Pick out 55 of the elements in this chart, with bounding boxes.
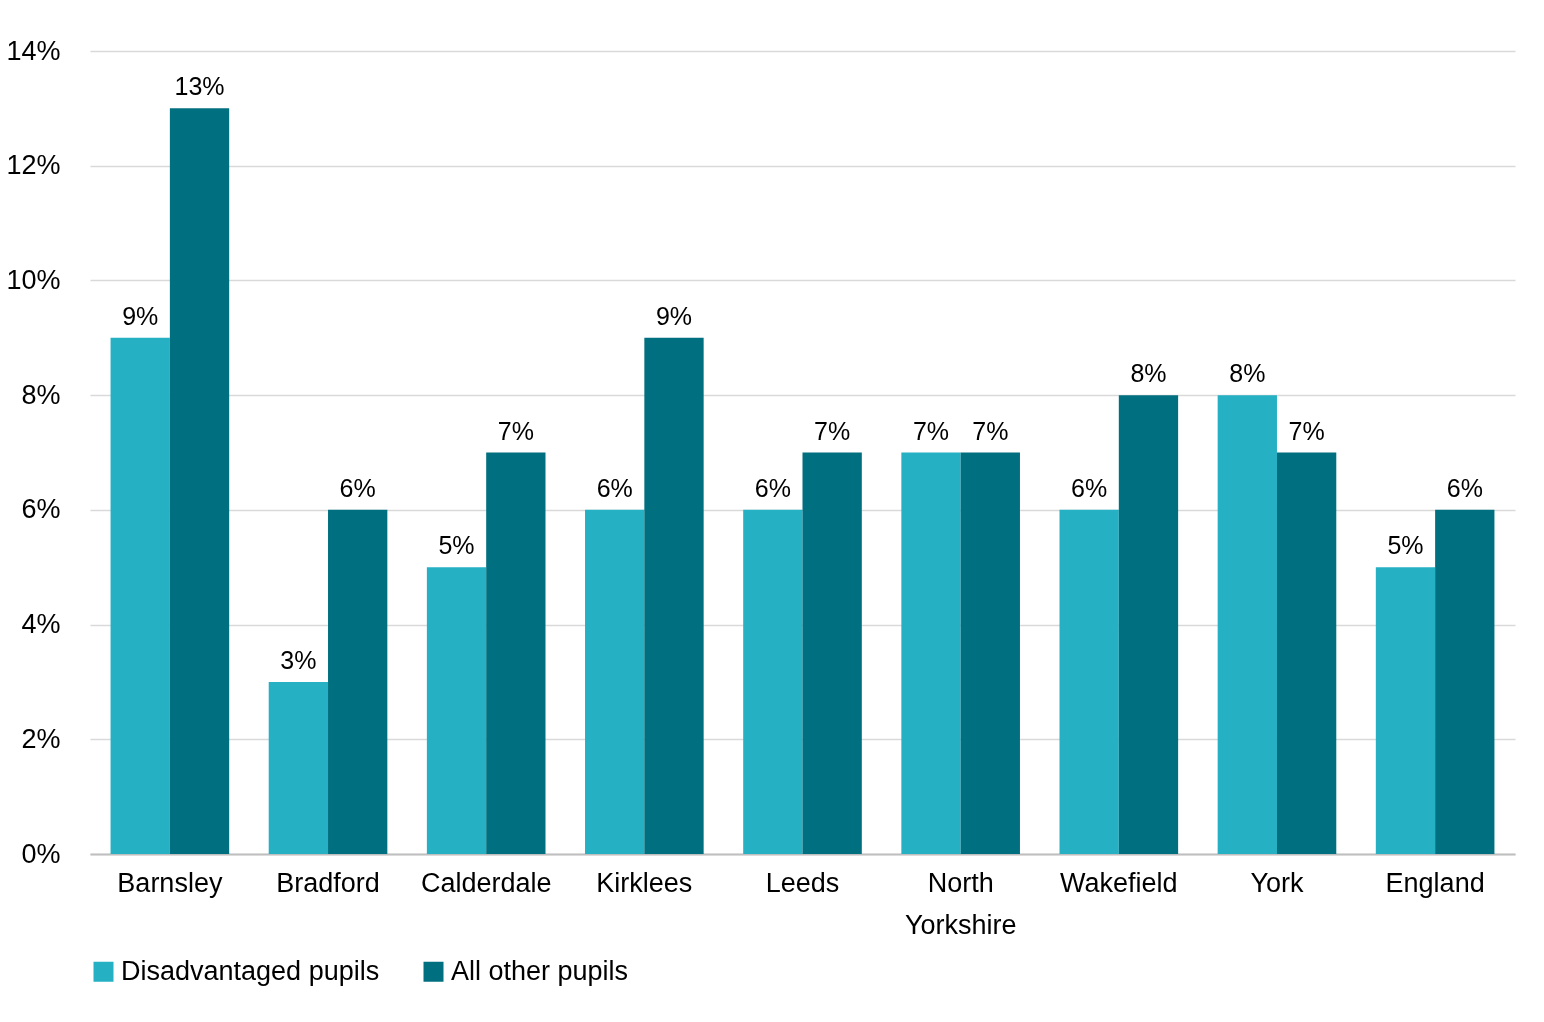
bar xyxy=(1276,452,1337,854)
x-tick-label: Calderdale xyxy=(420,867,552,898)
y-tick-label: 2% xyxy=(21,723,61,754)
data-label: 6% xyxy=(1446,473,1483,502)
bar xyxy=(644,337,704,854)
y-tick-label: 10% xyxy=(6,264,61,295)
bar xyxy=(585,509,645,854)
legend-label: Disadvantaged pupils xyxy=(121,955,380,986)
legend-label: All other pupils xyxy=(451,955,629,986)
bar xyxy=(802,452,862,854)
x-tick-label: Bradford xyxy=(276,867,380,898)
bar xyxy=(1375,567,1436,854)
bar xyxy=(1435,509,1495,854)
x-tick-label: Leeds xyxy=(765,867,840,898)
data-label: 8% xyxy=(1130,359,1167,388)
data-label: 8% xyxy=(1229,359,1266,388)
y-tick-label: 6% xyxy=(21,494,61,525)
y-tick-label: 14% xyxy=(6,35,61,66)
y-tick-label: 8% xyxy=(21,379,61,410)
data-label: 6% xyxy=(339,473,376,502)
bar xyxy=(960,452,1020,854)
bar xyxy=(1059,509,1119,854)
bar xyxy=(426,567,487,854)
data-label: 5% xyxy=(438,531,475,560)
data-label: 3% xyxy=(280,645,317,674)
data-label: 7% xyxy=(814,416,851,445)
data-label: 9% xyxy=(655,301,693,330)
x-tick-label: Barnsley xyxy=(117,867,223,898)
bar xyxy=(743,509,803,854)
data-label: 6% xyxy=(1071,473,1108,502)
y-tick-label: 4% xyxy=(21,609,61,640)
data-label: 7% xyxy=(497,416,534,445)
data-label: 7% xyxy=(972,416,1009,445)
bar xyxy=(901,452,961,854)
y-tick-label: 0% xyxy=(21,838,61,869)
x-tick-label: Wakefield xyxy=(1060,867,1178,898)
bar xyxy=(268,681,329,854)
data-label: 6% xyxy=(754,473,791,502)
data-label: 9% xyxy=(122,301,159,330)
data-label: 6% xyxy=(596,473,633,502)
bar xyxy=(1118,395,1179,854)
x-tick-label: England xyxy=(1385,867,1485,898)
data-label: 7% xyxy=(912,416,950,445)
bar xyxy=(169,108,230,854)
data-label: 5% xyxy=(1387,531,1424,560)
data-label: 13% xyxy=(174,72,225,101)
bar xyxy=(110,337,170,854)
bar xyxy=(1217,395,1277,854)
x-tick-label: North Yorkshire xyxy=(904,867,1017,940)
y-tick-label: 12% xyxy=(6,150,61,181)
x-tick-label: York xyxy=(1250,867,1304,898)
x-tick-label: Kirklees xyxy=(596,867,693,898)
data-label: 7% xyxy=(1288,416,1325,445)
bar xyxy=(328,509,388,854)
bar xyxy=(486,452,546,854)
